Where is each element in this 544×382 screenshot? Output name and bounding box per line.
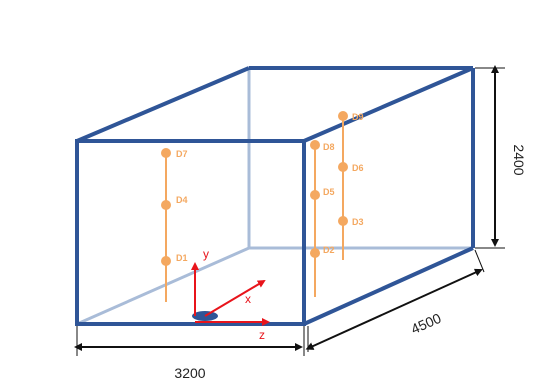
sensor-d5-label: D5 — [323, 187, 335, 197]
sensor-d9-label: D9 — [352, 112, 364, 122]
sensor-d7-label: D7 — [176, 149, 188, 159]
sensor-d6-label: D6 — [352, 163, 364, 173]
axis-x-arrow — [204, 279, 266, 317]
sensor-d8-dot — [310, 140, 320, 150]
sensor-d2-dot — [310, 248, 320, 258]
sensor-d1-dot — [161, 256, 171, 266]
sensor-d3-dot — [338, 216, 348, 226]
dimension-depth-tick-top — [474, 249, 485, 273]
hidden-edge-floor-diagonal — [76, 246, 250, 326]
front-face — [75, 139, 306, 326]
edge-top-left-diagonal — [76, 66, 250, 143]
sensor-d4-dot — [161, 200, 171, 210]
dimension-depth-label: 4500 — [408, 310, 443, 337]
sensor-d5-dot — [310, 190, 320, 200]
sensor-d2-label: D2 — [323, 245, 335, 255]
axis-y-label: y — [203, 247, 209, 261]
sensor-d9-dot — [338, 111, 348, 121]
sensor-d7-dot — [161, 148, 171, 158]
dimension-width-label: 3200 — [174, 365, 205, 381]
edge-top-right-diagonal — [303, 66, 474, 143]
sensor-d8-label: D8 — [323, 142, 335, 152]
sensor-d1-label: D1 — [176, 253, 188, 263]
axis-x-label: x — [245, 292, 251, 306]
sensor-d4-label: D4 — [176, 195, 188, 205]
axis-z-label: z — [259, 328, 265, 342]
sensor-d3-label: D3 — [352, 217, 364, 227]
dimension-depth-arrow — [305, 268, 483, 350]
dimension-height-label: 2400 — [511, 144, 527, 175]
sensor-d6-dot — [338, 162, 348, 172]
